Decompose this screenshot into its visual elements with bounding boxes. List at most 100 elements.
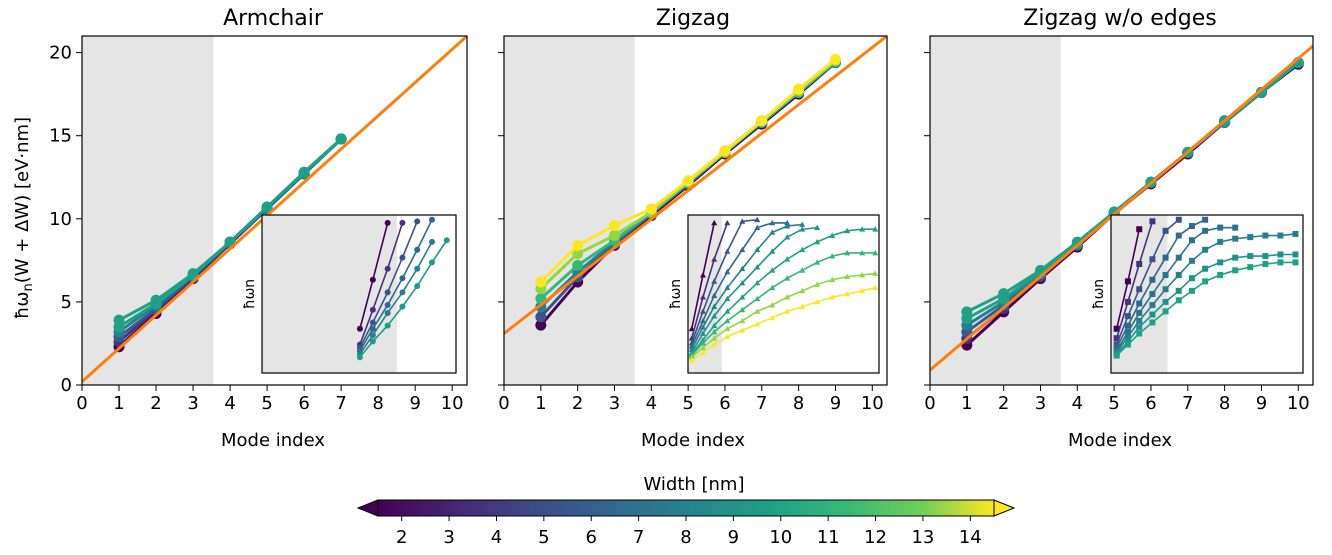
inset-data-point [443, 237, 450, 244]
inset-data-point [799, 267, 806, 273]
inset-data-point [1124, 328, 1131, 335]
inset-data-point [369, 338, 376, 345]
inset-data-point [1136, 324, 1143, 331]
inset-series-line [691, 272, 876, 358]
y-tick-label: 10 [49, 209, 72, 230]
inset-y-label: ħωn [668, 279, 684, 309]
x-tick-label: 8 [793, 393, 804, 414]
inset-data-point [1175, 287, 1182, 294]
inset-data-point [724, 248, 731, 254]
inset-data-point [754, 264, 761, 270]
inset-data-point [1292, 230, 1299, 237]
x-tick-label: 0 [924, 393, 935, 414]
inset-data-point [699, 324, 706, 330]
inset-data-point [1217, 259, 1224, 266]
inset-data-point [1136, 226, 1143, 233]
inset: ħωn [668, 214, 880, 374]
inset-data-point [859, 249, 866, 256]
x-tick-label: 4 [1072, 393, 1083, 414]
data-point [645, 203, 657, 215]
inset-data-point [754, 279, 761, 286]
inset-data-point [1175, 254, 1182, 261]
inset-data-point [356, 325, 363, 332]
inset-series-line [1115, 221, 1154, 339]
inset-data-point [1149, 291, 1156, 297]
inset-data-point [711, 313, 718, 319]
inset-data-point [1202, 246, 1209, 253]
colorbar-tick-label: 8 [680, 527, 691, 548]
colorbar-tick-label: 7 [633, 527, 644, 548]
inset-data-point [428, 238, 435, 245]
inset-data-point [814, 298, 821, 305]
inset-data-point [1175, 216, 1182, 223]
inset-data-point [1113, 325, 1120, 332]
panel-zigzag: Zigzag 0 1 2 3 4 5 6 7 8 9 10 ħωn Mode index [498, 6, 888, 451]
inset-data-point [1149, 302, 1156, 309]
x-tick-label: 6 [719, 393, 730, 414]
inset-data-point [1113, 344, 1120, 351]
inset-data-point [711, 292, 718, 298]
inset-data-point [369, 319, 376, 326]
fit-line [82, 36, 467, 383]
inset-data-point [428, 259, 435, 266]
data-point [961, 306, 973, 318]
inset-data-point [384, 289, 391, 296]
inset-data-point [739, 218, 746, 224]
inset-data-point [1113, 341, 1120, 348]
colorbar-tick-label: 6 [586, 527, 597, 548]
inset-data-point [1217, 224, 1224, 231]
inset-data-point [1162, 272, 1169, 279]
x-tick-label: 9 [830, 393, 841, 414]
shaded-region [504, 36, 635, 385]
inset-data-point [784, 223, 791, 229]
inset-data-point [688, 357, 695, 363]
inset-data-point [872, 284, 879, 291]
inset-data-point [1247, 234, 1254, 241]
plot-area: 0 1 2 3 4 5 6 7 8 9 10 ħωn [498, 35, 888, 414]
inset-data-point [724, 268, 731, 275]
inset-series-line [359, 241, 433, 355]
inset-data-point [1232, 254, 1239, 261]
colorbar-extend-low [356, 499, 379, 517]
inset-data-point [1188, 237, 1195, 244]
x-tick-label: 1 [113, 393, 124, 414]
x-tick-label: 9 [409, 393, 420, 414]
inset-shaded-region [262, 215, 397, 373]
inset-data-point [1124, 298, 1131, 305]
inset-data-point [844, 291, 851, 297]
inset-series-line [691, 252, 876, 357]
x-axis-label: Mode index [641, 430, 745, 451]
inset-data-point [784, 256, 791, 262]
inset-data-point [414, 218, 421, 225]
inset-data-point [1188, 223, 1195, 230]
colorbar-tick-label: 11 [817, 527, 840, 548]
x-tick-label: 1 [961, 393, 972, 414]
inset-data-point [711, 219, 718, 226]
series-group [504, 36, 887, 335]
inset-data-point [699, 339, 706, 346]
inset-data-point [814, 238, 821, 245]
inset-data-point [1136, 309, 1143, 316]
data-point [572, 239, 584, 251]
inset-data-point [399, 303, 406, 310]
colorbar-tick-label: 9 [728, 527, 739, 548]
panel-title: Armchair [223, 6, 324, 31]
inset-data-point [1162, 254, 1169, 261]
inset-data-point [769, 284, 776, 291]
x-tick-label: 4 [646, 393, 657, 414]
colorbar-tick-label: 2 [396, 527, 407, 548]
x-tick-label: 7 [335, 393, 346, 414]
inset-data-point [399, 254, 406, 261]
inset-data-point [1162, 286, 1169, 293]
inset-data-point [711, 303, 718, 310]
inset-data-point [1188, 257, 1195, 264]
inset-data-point [1136, 286, 1143, 293]
inset-series-line [359, 222, 404, 345]
inset-data-point [769, 267, 776, 273]
x-tick-label: 6 [298, 393, 309, 414]
inset-data-point [711, 335, 718, 341]
inset-data-point [699, 308, 706, 314]
panel-title: Zigzag w/o edges [1023, 6, 1216, 31]
inset-data-point [384, 265, 391, 272]
inset-data-point [739, 246, 746, 253]
